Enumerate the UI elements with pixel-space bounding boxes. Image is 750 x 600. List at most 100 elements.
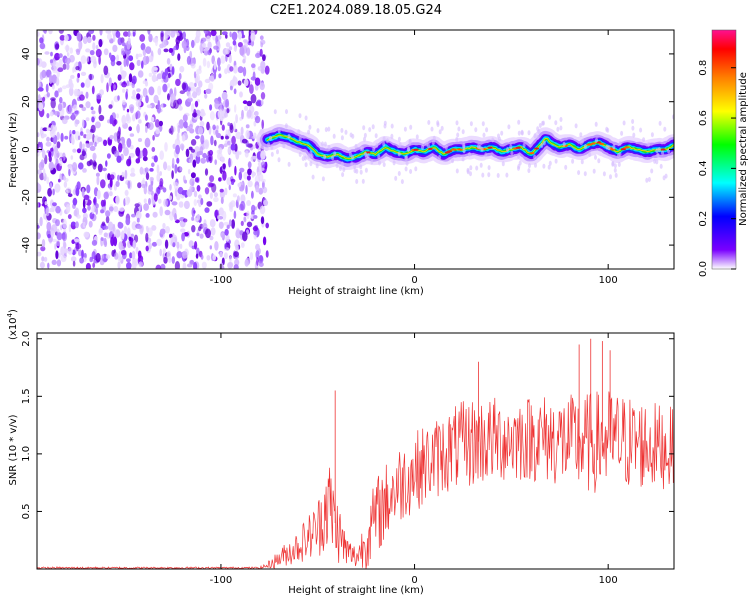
noise-blob bbox=[205, 228, 211, 239]
noise-blob bbox=[224, 243, 227, 250]
noise-blob bbox=[167, 83, 170, 88]
noise-blob bbox=[82, 119, 85, 128]
noise-blob bbox=[213, 139, 217, 147]
trace-peak-spot bbox=[624, 146, 630, 149]
noise-blob bbox=[65, 57, 71, 64]
noise-blob bbox=[246, 47, 251, 56]
noise-blob bbox=[162, 83, 168, 93]
trace-scatter-blob bbox=[650, 168, 654, 174]
noise-blob bbox=[157, 99, 160, 109]
noise-blob bbox=[192, 91, 198, 99]
noise-blob bbox=[190, 139, 197, 146]
noise-blob bbox=[237, 80, 242, 86]
noise-blob bbox=[94, 121, 101, 129]
noise-blob bbox=[193, 261, 198, 269]
trace-scatter-blob bbox=[474, 127, 478, 133]
trace-scatter-blob bbox=[580, 159, 584, 165]
noise-blob bbox=[137, 138, 143, 142]
trace-scatter-blob bbox=[427, 120, 431, 125]
noise-blob bbox=[230, 200, 236, 208]
noise-blob bbox=[165, 226, 170, 234]
noise-blob bbox=[232, 40, 237, 46]
noise-blob bbox=[47, 187, 52, 197]
noise-blob bbox=[213, 45, 219, 50]
noise-blob bbox=[52, 68, 58, 74]
noise-blob bbox=[88, 220, 93, 228]
trace-scatter-blob bbox=[481, 121, 485, 127]
noise-blob bbox=[152, 199, 156, 205]
noise-blob bbox=[91, 110, 96, 115]
noise-blob bbox=[174, 164, 178, 174]
noise-blob bbox=[72, 104, 78, 112]
noise-blob bbox=[115, 30, 121, 38]
noise-blob bbox=[105, 254, 111, 259]
x-tick-label: -100 bbox=[210, 275, 233, 286]
noise-blob bbox=[109, 177, 113, 188]
noise-blob bbox=[82, 35, 88, 45]
noise-blob bbox=[117, 37, 123, 46]
trace-scatter-blob bbox=[327, 126, 331, 132]
noise-blob bbox=[143, 198, 147, 204]
noise-blob bbox=[212, 254, 216, 261]
y-tick-label: -40 bbox=[21, 237, 32, 253]
trace-scatter-blob bbox=[466, 169, 470, 175]
noise-blob bbox=[262, 236, 267, 246]
noise-blob bbox=[58, 59, 63, 68]
noise-blob bbox=[124, 169, 128, 180]
noise-blob bbox=[250, 32, 256, 42]
trace-scatter-blob bbox=[469, 165, 473, 171]
trace-scatter-blob bbox=[613, 167, 617, 173]
noise-blob bbox=[210, 135, 214, 146]
noise-blob bbox=[118, 241, 123, 250]
noise-blob bbox=[78, 249, 82, 257]
noise-blob bbox=[258, 187, 264, 195]
noise-blob bbox=[239, 46, 245, 56]
noise-blob bbox=[253, 215, 258, 219]
noise-blob bbox=[192, 159, 197, 168]
trace-scatter-blob bbox=[592, 168, 596, 174]
trace-scatter-blob bbox=[383, 123, 387, 129]
noise-blob bbox=[105, 210, 111, 218]
trace-scatter-blob bbox=[364, 151, 368, 157]
trace-scatter-blob bbox=[353, 168, 357, 174]
trace-scatter-blob bbox=[382, 141, 386, 147]
trace-scatter-blob bbox=[405, 160, 409, 166]
noise-blob bbox=[216, 125, 219, 130]
noise-blob bbox=[151, 147, 156, 152]
noise-blob bbox=[65, 203, 71, 214]
noise-blob bbox=[97, 136, 103, 143]
noise-blob bbox=[52, 188, 55, 196]
trace-scatter-blob bbox=[534, 162, 537, 168]
trace-scatter-blob bbox=[594, 154, 597, 160]
noise-blob bbox=[108, 77, 112, 87]
noise-blob bbox=[207, 41, 212, 49]
noise-blob bbox=[261, 178, 266, 183]
noise-blob bbox=[225, 98, 230, 109]
noise-blob bbox=[37, 251, 42, 257]
noise-blob bbox=[72, 130, 76, 135]
noise-blob bbox=[56, 141, 61, 149]
noise-blob bbox=[51, 238, 58, 243]
noise-blob bbox=[59, 96, 63, 104]
noise-blob bbox=[209, 175, 215, 183]
trace-scatter-blob bbox=[316, 128, 320, 134]
noise-blob bbox=[142, 48, 147, 57]
noise-blob bbox=[88, 141, 94, 146]
noise-blob bbox=[220, 196, 224, 205]
noise-blob bbox=[194, 241, 198, 250]
trace-scatter-blob bbox=[368, 127, 372, 133]
noise-blob bbox=[148, 184, 154, 192]
noise-blob bbox=[58, 178, 61, 183]
noise-blob bbox=[144, 167, 149, 173]
trace-scatter-blob bbox=[631, 119, 635, 124]
trace-scatter-blob bbox=[554, 120, 558, 126]
noise-blob bbox=[204, 168, 209, 176]
noise-blob bbox=[37, 57, 40, 66]
noise-blob bbox=[176, 157, 180, 164]
trace-scatter-blob bbox=[270, 144, 274, 150]
noise-blob bbox=[105, 30, 112, 34]
noise-blob bbox=[95, 207, 98, 215]
noise-blob bbox=[41, 149, 46, 159]
noise-blob bbox=[43, 256, 48, 262]
noise-blob bbox=[144, 114, 148, 121]
